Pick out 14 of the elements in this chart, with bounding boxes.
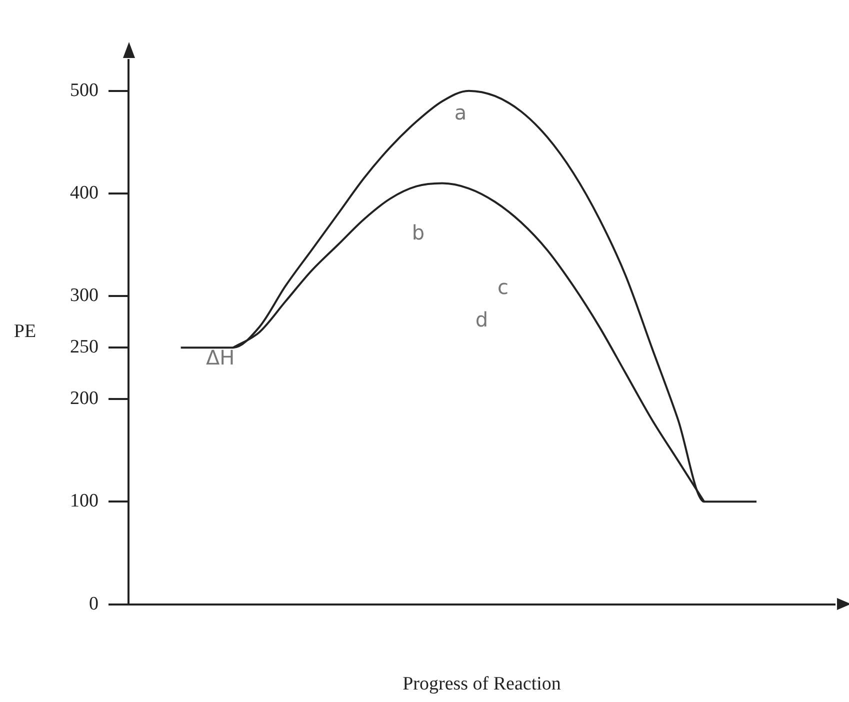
annotation: a bbox=[454, 100, 467, 125]
y-tick-label: 250 bbox=[70, 336, 98, 358]
y-tick-label: 100 bbox=[70, 490, 98, 512]
annotation: c bbox=[497, 274, 508, 299]
y-tick-label: 400 bbox=[70, 182, 98, 204]
y-tick-label: 500 bbox=[70, 80, 98, 101]
annotation: d bbox=[475, 308, 488, 332]
x-axis-title: Progress of Reaction bbox=[402, 673, 562, 694]
y-axis-title: PE bbox=[14, 321, 36, 342]
y-tick-label: 300 bbox=[70, 285, 98, 306]
y-tick-label: 0 bbox=[89, 593, 98, 614]
annotation: b bbox=[412, 220, 425, 244]
y-tick-label: 200 bbox=[70, 388, 98, 409]
annotation: ΔH bbox=[206, 346, 235, 370]
